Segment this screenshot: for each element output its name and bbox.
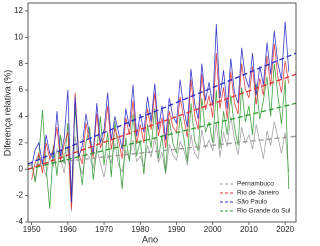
x-tick-label: 1960 <box>59 225 77 234</box>
y-tick-label: -4 <box>16 217 24 226</box>
plot-frame <box>27 2 297 223</box>
legend: Pernambuco Rio de Janeiro São Paulo Rio Gra… <box>220 181 291 215</box>
x-tick-label: 1950 <box>23 225 41 234</box>
legend-label: Pernambuco <box>237 181 274 188</box>
trend-line <box>27 52 297 165</box>
x-tick-label: 2010 <box>240 225 258 234</box>
y-tick-label: 12 <box>14 6 23 15</box>
y-tick-label: 6 <box>19 85 24 94</box>
y-tick-label: -2 <box>16 191 24 200</box>
legend-label: Rio de Janeiro <box>237 190 279 197</box>
y-axis-label: Diferença relativa (%) <box>2 70 12 157</box>
y-tick-label: 10 <box>14 32 23 41</box>
trend-line <box>27 102 297 170</box>
legend-label: Rio Grande do Sul <box>237 208 291 215</box>
x-tick-label: 1970 <box>95 225 113 234</box>
legend-label: São Paulo <box>237 199 267 206</box>
x-axis-label: Ano <box>142 234 158 244</box>
y-tick-label: 4 <box>19 112 24 121</box>
series-line <box>31 21 290 203</box>
x-tick-label: 1980 <box>131 225 149 234</box>
x-tick-label: 1990 <box>168 225 186 234</box>
y-tick-label: 2 <box>19 138 24 147</box>
chart: Ano Diferença relativa (%) -4 -2 0 2 4 6 8 10 12… <box>2 2 297 244</box>
trend-line <box>27 135 297 166</box>
y-tick-label: 8 <box>19 59 24 68</box>
x-tick-label: 2020 <box>276 225 294 234</box>
x-tick-label: 2000 <box>204 225 222 234</box>
y-tick-label: 0 <box>19 164 24 173</box>
trend-line <box>27 73 297 170</box>
